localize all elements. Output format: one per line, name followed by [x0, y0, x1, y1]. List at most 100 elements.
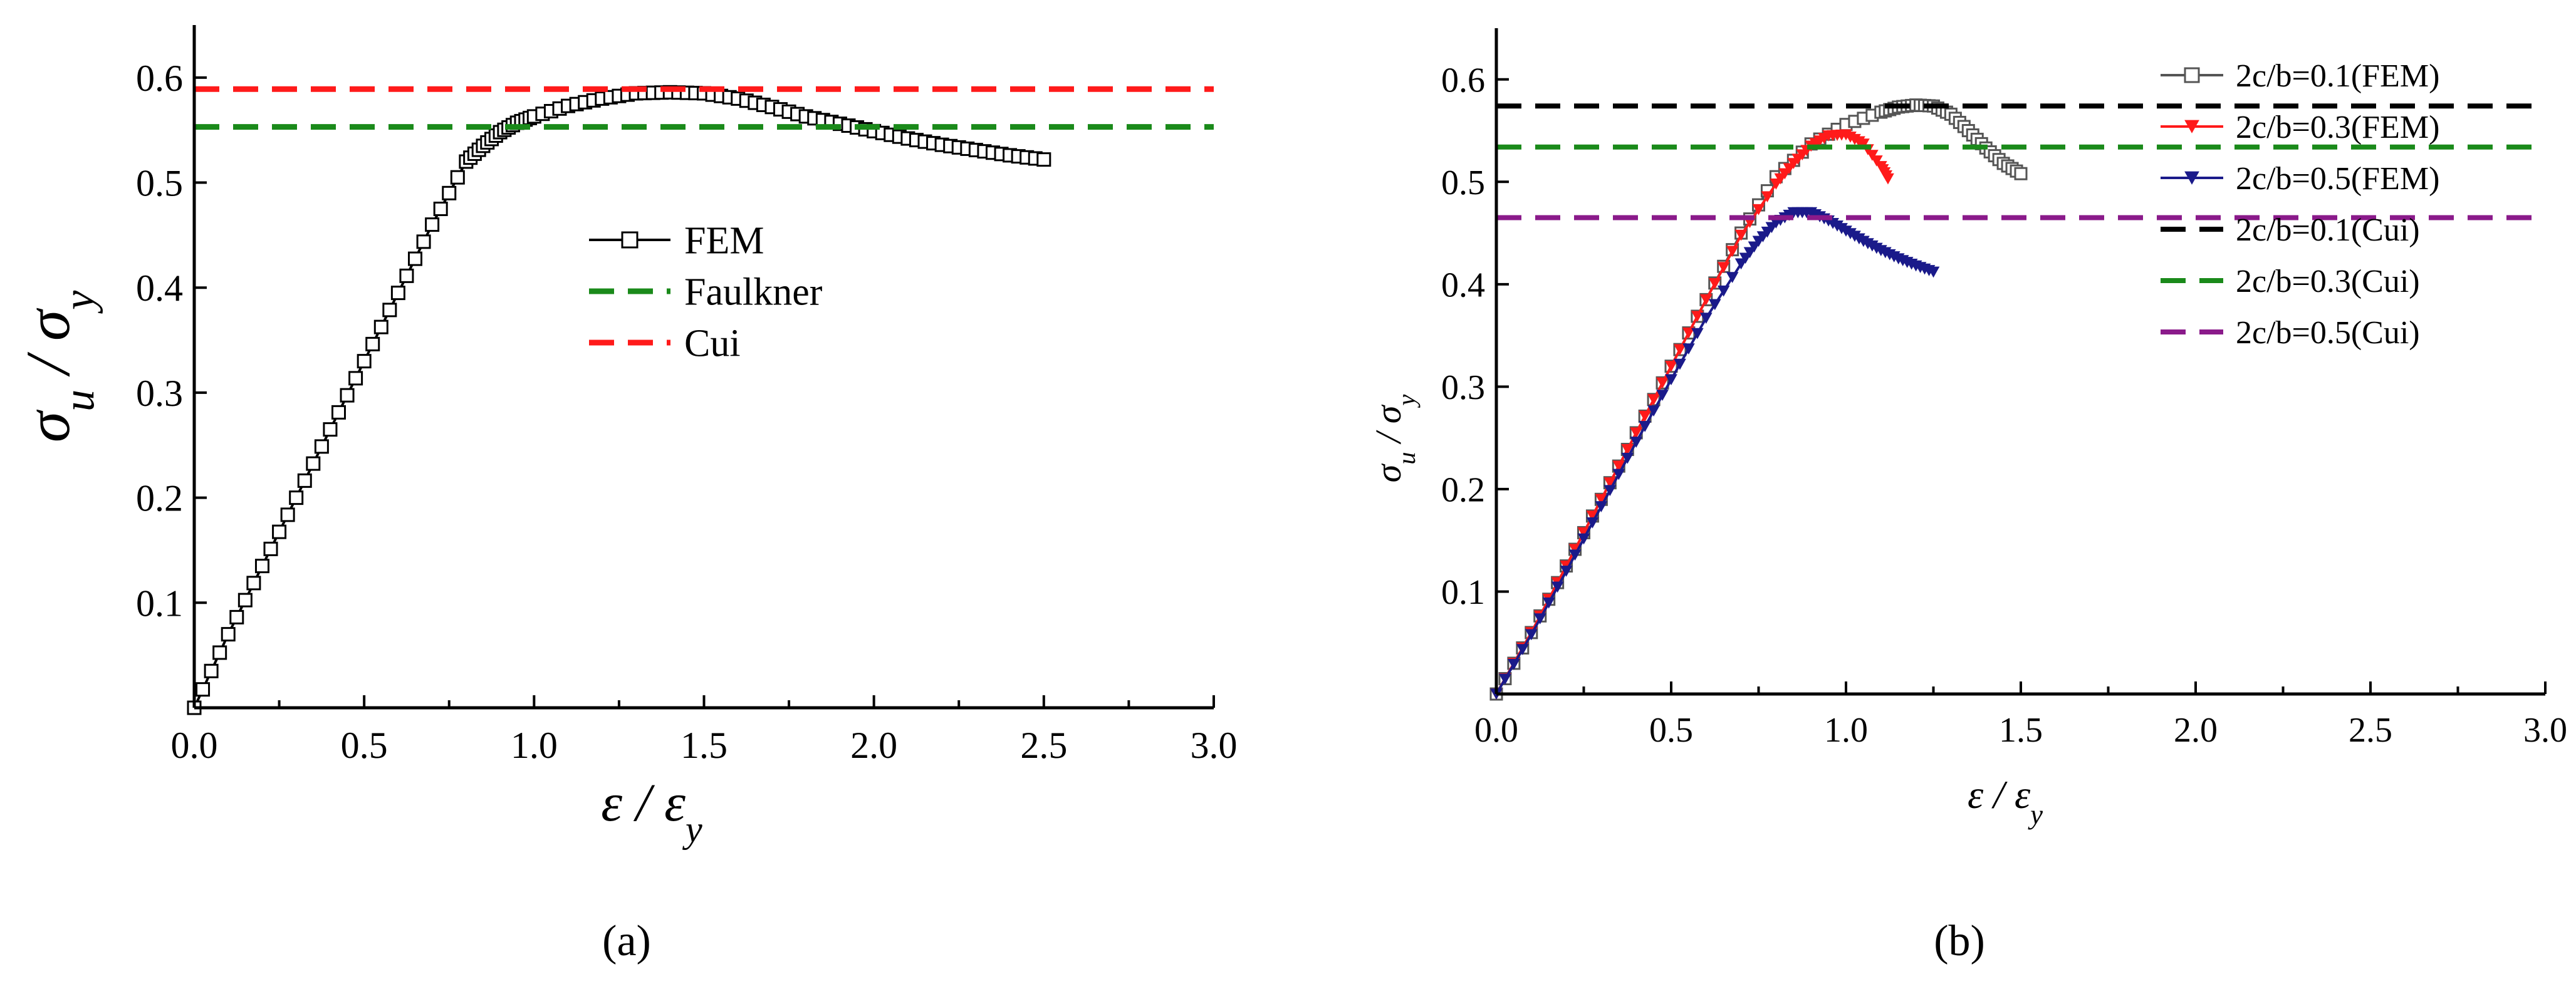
data-point — [1717, 285, 1730, 297]
data-point — [323, 422, 338, 437]
data-point — [1708, 299, 1721, 311]
data-point — [1595, 501, 1608, 512]
y-tick-label: 0.5 — [136, 163, 183, 204]
y-tick-label: 0.2 — [1441, 471, 1485, 510]
legend-label: Faulkner — [684, 271, 823, 314]
data-point — [229, 609, 244, 624]
data-point — [1726, 272, 1739, 283]
panel-b-x-axis-label: ε / εy — [1968, 772, 2043, 830]
x-tick-label: 0.0 — [1474, 711, 1518, 750]
data-point — [1499, 673, 1511, 685]
data-point — [365, 336, 380, 351]
data-point — [1639, 421, 1651, 432]
data-point — [399, 268, 414, 283]
data-point — [1656, 390, 1669, 401]
data-point — [1551, 581, 1564, 593]
data-point — [204, 663, 219, 678]
legend-marker — [2184, 120, 2199, 133]
legend-entry: Cui — [589, 323, 741, 365]
series-2c-b-0-3-fem- — [1490, 129, 1894, 700]
legend-entry: 2c/b=0.3(Cui) — [2161, 264, 2420, 299]
data-point — [1927, 266, 1940, 278]
data-point — [1708, 278, 1721, 289]
legend-label: 2c/b=0.3(Cui) — [2236, 264, 2420, 299]
data-point — [1674, 344, 1686, 356]
data-point — [1516, 644, 1529, 655]
panel-a-legend: FEM Faulkner Cui — [589, 220, 823, 365]
data-point — [1647, 405, 1660, 417]
y-tick-label: 0.6 — [136, 58, 183, 99]
legend-label: 2c/b=0.5(FEM) — [2236, 161, 2439, 197]
data-point — [408, 251, 423, 266]
legend-entry: 2c/b=0.5(Cui) — [2161, 315, 2420, 351]
y-tick-label: 0.6 — [1441, 61, 1485, 100]
data-point — [1542, 597, 1555, 609]
data-point — [1665, 361, 1677, 372]
panel-b-axes: 0.0 0.5 1.0 1.5 2.0 2.5 3.0 0.1 0.2 0.3 0.4 0.5 0.6 — [1441, 28, 2567, 750]
y-tick-label: 0.4 — [136, 267, 183, 309]
data-point — [1726, 246, 1739, 257]
y-tick-label: 0.1 — [1441, 573, 1485, 612]
data-point — [1612, 469, 1625, 480]
x-tick-label: 1.5 — [681, 725, 727, 766]
data-point — [1748, 241, 1761, 253]
data-point — [1612, 460, 1625, 472]
data-point — [348, 371, 363, 386]
data-point — [1656, 377, 1669, 389]
data-point — [1870, 155, 1883, 167]
legend-entry: 2c/b=0.5(FEM) — [2161, 161, 2439, 197]
data-point — [2014, 167, 2028, 180]
data-point — [1603, 485, 1617, 497]
data-point — [1621, 452, 1634, 464]
data-point — [1761, 191, 1774, 203]
data-point — [1682, 343, 1695, 355]
panel-a-chart: 0.0 0.5 1.0 1.5 2.0 2.5 3.00.10.20.30.40.50.6 … — [13, 25, 1238, 851]
data-point — [263, 541, 278, 556]
y-tick-label: 0.4 — [1441, 266, 1485, 304]
data-point — [1533, 613, 1546, 624]
data-point — [289, 490, 304, 505]
data-point — [1630, 427, 1643, 439]
data-point — [1630, 437, 1643, 448]
data-point — [1739, 252, 1752, 264]
legend-label: Cui — [684, 323, 741, 365]
data-point — [373, 319, 388, 334]
data-point — [297, 473, 312, 488]
data-point — [1752, 204, 1765, 215]
data-point — [425, 217, 440, 232]
data-point — [1508, 658, 1520, 670]
legend-marker — [621, 231, 639, 249]
data-point — [1743, 247, 1756, 259]
data-point — [433, 201, 448, 216]
panel-a-caption: (a) — [602, 917, 651, 965]
data-point — [382, 303, 397, 318]
data-point — [1699, 313, 1713, 324]
legend-label: 2c/b=0.1(FEM) — [2236, 58, 2439, 94]
x-tick-label: 2.5 — [2349, 711, 2392, 750]
legend-label: 2c/b=0.3(FEM) — [2236, 110, 2439, 145]
data-point — [1665, 374, 1677, 386]
data-point — [1866, 150, 1879, 161]
legend-entry: FEM — [589, 220, 764, 262]
data-point — [237, 593, 253, 608]
y-tick-label: 0.5 — [1441, 163, 1485, 202]
y-tick-label: 0.3 — [1441, 368, 1485, 407]
data-point — [1568, 549, 1582, 561]
panel-a-x-axis-label: ε / εy — [601, 772, 702, 851]
data-point — [221, 627, 236, 642]
data-point — [1586, 517, 1599, 529]
data-point — [196, 682, 211, 697]
x-tick-label: 0.5 — [341, 725, 388, 766]
data-point — [272, 524, 287, 539]
legend-label: 2c/b=0.5(Cui) — [2236, 315, 2420, 351]
x-tick-label: 0.5 — [1649, 711, 1693, 750]
x-tick-label: 2.5 — [1020, 725, 1067, 766]
data-point — [1036, 152, 1051, 167]
data-point — [450, 170, 465, 185]
data-point — [1882, 173, 1894, 185]
data-point — [390, 286, 405, 301]
x-tick-label: 1.0 — [511, 725, 558, 766]
y-tick-label: 0.1 — [136, 583, 183, 624]
legend-label: FEM — [684, 220, 764, 262]
data-point — [1691, 328, 1704, 339]
